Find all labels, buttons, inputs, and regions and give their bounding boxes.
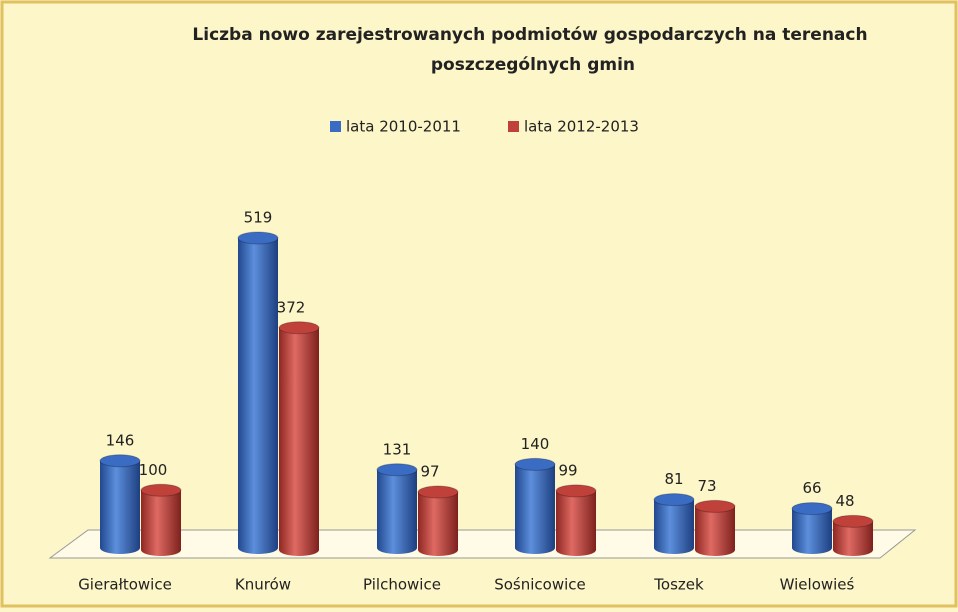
x-tick-label: Toszek xyxy=(653,576,704,594)
x-tick-label: Sośnicowice xyxy=(494,576,586,594)
legend-swatch xyxy=(508,121,519,132)
x-tick-label: Wielowieś xyxy=(780,576,855,594)
bar-top xyxy=(99,454,141,468)
value-label: 99 xyxy=(558,461,577,479)
bar-top xyxy=(555,484,597,498)
bar-top xyxy=(832,514,874,528)
x-tick-label: Knurów xyxy=(235,576,291,594)
bar xyxy=(695,506,735,556)
bar xyxy=(654,499,694,554)
value-label: 97 xyxy=(420,463,439,481)
bar xyxy=(418,492,458,556)
bar xyxy=(833,521,873,556)
value-label: 519 xyxy=(244,209,273,227)
value-label: 146 xyxy=(106,431,135,449)
legend-label: lata 2010-2011 xyxy=(346,118,461,136)
bar xyxy=(377,469,417,554)
value-label: 372 xyxy=(277,298,306,316)
bar-top xyxy=(653,493,695,507)
bar xyxy=(141,490,181,556)
bar xyxy=(279,327,319,556)
value-label: 66 xyxy=(802,479,821,497)
x-tick-label: Pilchowice xyxy=(363,576,441,594)
bar xyxy=(515,464,555,554)
chart-title: Liczba nowo zarejestrowanych podmiotów g… xyxy=(192,25,867,75)
bar-top xyxy=(514,457,556,471)
bar-top xyxy=(694,499,736,513)
bar-top xyxy=(376,463,418,477)
bar-top xyxy=(237,231,279,245)
value-label: 131 xyxy=(383,440,412,458)
bar xyxy=(556,490,596,556)
value-label: 140 xyxy=(521,435,550,453)
value-label: 81 xyxy=(664,470,683,488)
value-label: 100 xyxy=(139,461,168,479)
value-label: 48 xyxy=(835,492,854,510)
bar-top xyxy=(140,483,182,497)
x-tick-label: Gierałtowice xyxy=(78,576,172,594)
bar xyxy=(238,238,278,554)
legend-swatch xyxy=(330,121,341,132)
bar-top xyxy=(278,321,320,335)
bar xyxy=(100,460,140,554)
legend-label: lata 2012-2013 xyxy=(524,118,639,136)
value-label: 73 xyxy=(697,477,716,495)
bar-top xyxy=(417,485,459,499)
bar-top xyxy=(791,502,833,516)
bar xyxy=(792,508,832,554)
